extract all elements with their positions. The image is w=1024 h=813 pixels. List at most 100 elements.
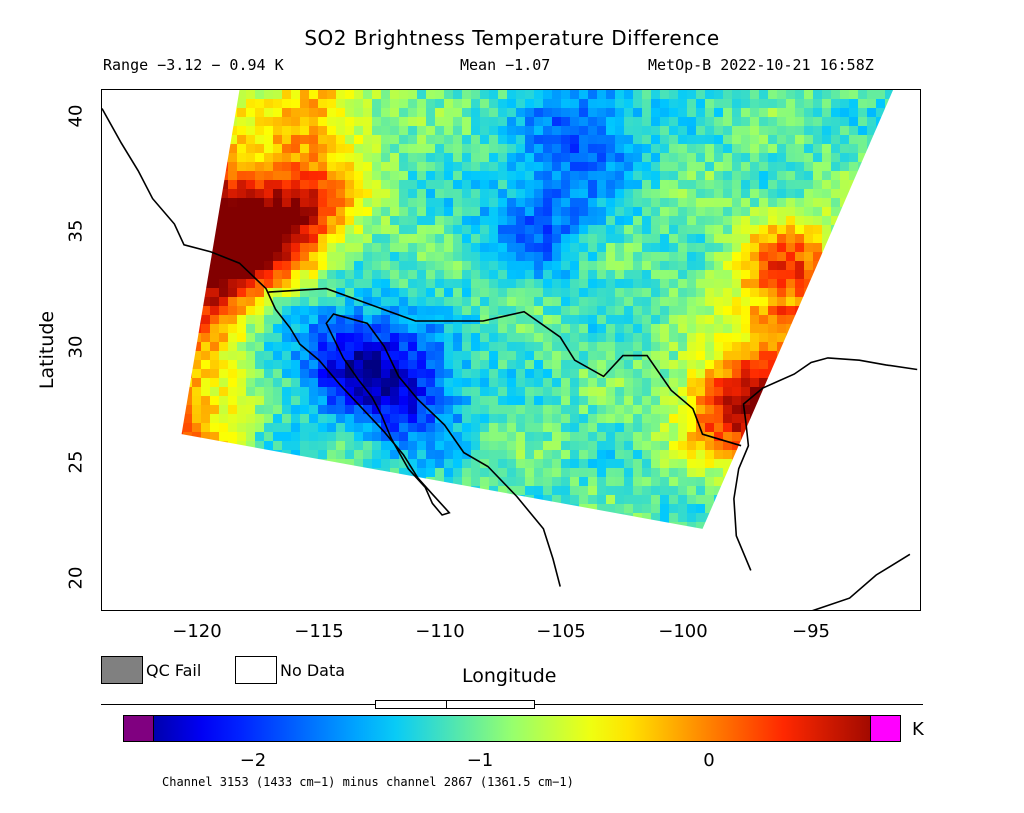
swath-pixel: [705, 315, 714, 324]
swath-pixel: [705, 504, 714, 513]
swath-pixel: [282, 387, 291, 396]
swath-pixel: [768, 513, 777, 522]
swath-pixel: [579, 306, 588, 315]
swath-pixel: [138, 369, 147, 378]
swath-pixel: [687, 261, 696, 270]
swath-pixel: [849, 567, 858, 576]
swath-pixel: [804, 324, 813, 333]
swath-pixel: [255, 324, 264, 333]
swath-pixel: [300, 540, 309, 549]
swath-pixel: [840, 198, 849, 207]
swath-pixel: [516, 522, 525, 529]
swath-pixel: [309, 342, 318, 351]
swath-pixel: [768, 162, 777, 171]
swath-pixel: [633, 441, 642, 450]
swath-pixel: [813, 333, 822, 342]
swath-pixel: [777, 333, 786, 342]
swath-pixel: [768, 144, 777, 153]
swath-pixel: [858, 234, 867, 243]
swath-pixel: [255, 387, 264, 396]
swath-pixel: [480, 288, 489, 297]
swath-pixel: [181, 477, 183, 486]
swath-pixel: [181, 405, 183, 414]
swath-pixel: [183, 567, 192, 576]
swath-pixel: [714, 477, 723, 486]
swath-pixel: [345, 531, 354, 540]
swath-pixel: [111, 207, 120, 216]
swath-pixel: [426, 522, 435, 529]
swath-pixel: [750, 378, 759, 387]
swath-pixel: [822, 144, 831, 153]
swath-pixel: [552, 171, 561, 180]
swath-pixel: [381, 216, 390, 225]
swath-pixel: [390, 549, 399, 558]
swath-pixel: [327, 144, 336, 153]
swath-pixel: [363, 198, 372, 207]
swath-pixel: [561, 459, 570, 468]
swath-pixel: [453, 360, 462, 369]
swath-pixel: [426, 459, 435, 468]
swath-pixel: [471, 567, 480, 576]
swath-pixel: [399, 189, 408, 198]
swath-pixel: [858, 252, 867, 261]
swath-pixel: [516, 252, 525, 261]
swath-pixel: [570, 432, 579, 441]
swath-pixel: [849, 225, 858, 234]
swath-pixel: [453, 252, 462, 261]
swath-pixel: [111, 99, 120, 108]
swath-pixel: [606, 297, 615, 306]
swath-pixel: [408, 279, 417, 288]
swath-pixel: [201, 414, 210, 423]
swath-pixel: [606, 414, 615, 423]
swath-pixel: [201, 342, 210, 351]
swath-pixel: [210, 306, 219, 315]
swath-pixel: [696, 432, 705, 441]
swath-pixel: [912, 477, 921, 486]
swath-pixel: [354, 423, 363, 432]
swath-pixel: [660, 180, 669, 189]
swath-pixel: [181, 108, 183, 117]
swath-pixel: [822, 432, 831, 441]
swath-pixel: [813, 486, 822, 495]
swath-pixel: [381, 198, 390, 207]
swath-pixel: [615, 360, 624, 369]
swath-pixel: [795, 162, 804, 171]
swath-pixel: [885, 432, 894, 441]
swath-pixel: [417, 216, 426, 225]
swath-pixel: [498, 135, 507, 144]
swath-pixel: [300, 198, 309, 207]
swath-pixel: [228, 504, 237, 513]
swath-pixel: [192, 252, 201, 261]
swath-pixel: [858, 423, 867, 432]
swath-pixel: [282, 405, 291, 414]
swath-pixel: [840, 495, 849, 504]
swath-pixel: [147, 144, 156, 153]
swath-pixel: [777, 558, 786, 567]
swath-pixel: [156, 180, 165, 189]
swath-pixel: [822, 504, 831, 513]
swath-pixel: [291, 576, 300, 585]
swath-pixel: [912, 180, 921, 189]
swath-pixel: [624, 387, 633, 396]
swath-pixel: [651, 243, 660, 252]
swath-pixel: [687, 486, 696, 495]
swath-pixel: [615, 315, 624, 324]
swath-pixel: [480, 306, 489, 315]
swath-pixel: [111, 261, 120, 270]
swath-pixel: [426, 126, 435, 135]
swath-pixel: [147, 486, 156, 495]
swath-pixel: [210, 504, 219, 513]
swath-pixel: [498, 189, 507, 198]
swath-pixel: [282, 333, 291, 342]
swath-pixel: [210, 531, 219, 540]
swath-pixel: [597, 360, 606, 369]
swath-pixel: [903, 432, 912, 441]
swath-pixel: [660, 378, 669, 387]
swath-pixel: [291, 477, 300, 486]
swath-pixel: [471, 459, 480, 468]
swath-pixel: [273, 99, 282, 108]
swath-pixel: [606, 288, 615, 297]
swath-pixel: [354, 90, 363, 99]
swath-pixel: [588, 405, 597, 414]
swath-pixel: [345, 297, 354, 306]
